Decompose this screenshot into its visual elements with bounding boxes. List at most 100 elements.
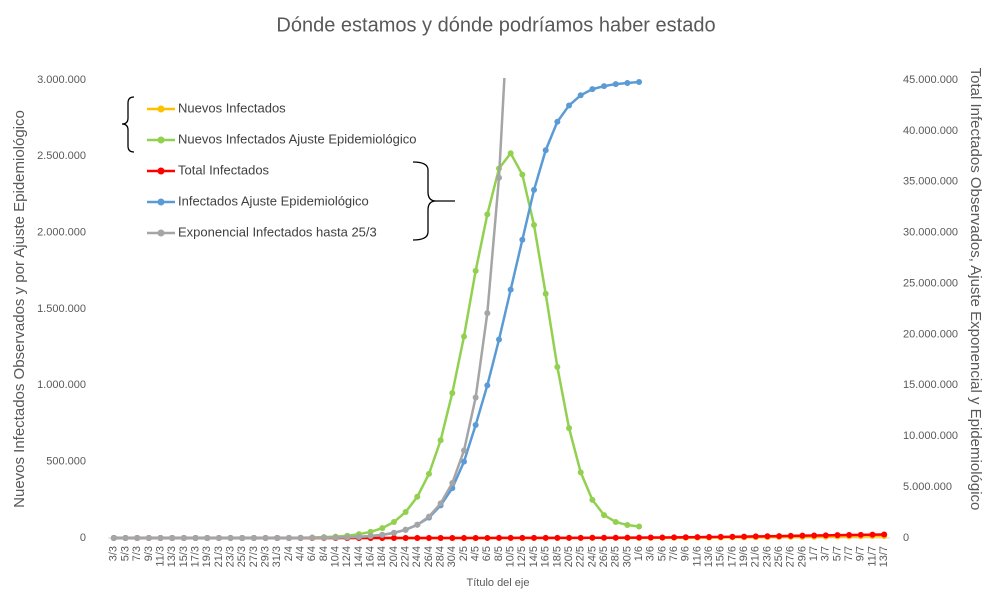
y-tick-label: 3.000.000 xyxy=(37,74,86,86)
data-point xyxy=(566,534,573,541)
x-tick-label: 16/4 xyxy=(365,546,377,567)
data-point xyxy=(682,534,689,541)
x-tick-label: 5/3 xyxy=(119,546,131,561)
x-tick-label: 15/6 xyxy=(715,546,727,567)
x-tick-label: 2/5 xyxy=(458,546,470,561)
x-tick-label: 18/4 xyxy=(376,546,388,567)
data-point xyxy=(180,534,187,541)
data-point xyxy=(542,147,549,154)
data-point xyxy=(612,81,619,88)
x-tick-label: 7/7 xyxy=(843,546,855,561)
data-point xyxy=(402,509,409,516)
data-point xyxy=(192,534,199,541)
x-tick-label: 22/4 xyxy=(400,546,412,567)
data-point xyxy=(636,523,643,530)
data-point xyxy=(332,534,339,541)
data-point xyxy=(425,470,432,477)
x-tick-label: 17/6 xyxy=(726,546,738,567)
legend-marker xyxy=(157,105,165,113)
data-point xyxy=(122,534,129,541)
data-point xyxy=(507,286,514,293)
x-tick-label: 4/4 xyxy=(294,546,306,561)
data-point xyxy=(881,531,888,538)
y-tick-label: 1.500.000 xyxy=(37,303,86,315)
x-tick-label: 29/3 xyxy=(259,546,271,567)
x-tick-label: 24/4 xyxy=(411,546,423,567)
data-point xyxy=(425,534,432,541)
data-point xyxy=(320,534,327,541)
data-point xyxy=(460,447,467,454)
data-point xyxy=(110,534,117,541)
data-point xyxy=(577,92,584,99)
data-point xyxy=(355,533,362,540)
y-tick-label: 0 xyxy=(80,532,86,544)
data-point xyxy=(822,532,829,539)
x-tick-label: 14/4 xyxy=(353,546,365,567)
y-tick-label: 500.000 xyxy=(46,456,86,468)
y2-tick-label: 45.000.000 xyxy=(903,74,958,86)
chart-title: Dónde estamos y dónde podríamos haber es… xyxy=(276,14,715,36)
y2-tick-label: 30.000.000 xyxy=(903,227,958,239)
data-point xyxy=(507,150,514,157)
data-point xyxy=(601,512,608,519)
x-tick-label: 28/4 xyxy=(435,546,447,567)
legend-brace xyxy=(412,161,455,241)
y-tick-label: 2.000.000 xyxy=(37,227,86,239)
data-point xyxy=(169,534,176,541)
data-point xyxy=(484,310,491,317)
data-point xyxy=(636,534,643,541)
data-point xyxy=(414,493,421,500)
data-point xyxy=(531,186,538,193)
x-axis-title: Título del eje xyxy=(467,577,530,589)
x-tick-label: 6/5 xyxy=(481,546,493,561)
series-line xyxy=(113,150,640,540)
data-point xyxy=(157,534,164,541)
x-tick-label: 9/7 xyxy=(855,546,867,561)
x-tick-label: 30/4 xyxy=(446,546,458,567)
data-point xyxy=(460,458,467,465)
data-point xyxy=(741,533,748,540)
data-point xyxy=(554,364,561,371)
data-point xyxy=(752,533,759,540)
data-point xyxy=(449,534,456,541)
x-tick-label: 10/4 xyxy=(330,546,342,567)
data-point xyxy=(204,534,211,541)
x-tick-label: 27/6 xyxy=(785,546,797,567)
x-tick-label: 10/5 xyxy=(505,546,517,567)
data-point xyxy=(250,534,257,541)
y2-tick-label: 15.000.000 xyxy=(903,379,958,391)
data-point xyxy=(542,290,549,297)
x-tick-label: 27/3 xyxy=(248,546,260,567)
x-tick-label: 12/5 xyxy=(516,546,528,567)
x-tick-label: 17/3 xyxy=(189,546,201,567)
data-point xyxy=(390,529,397,536)
data-point xyxy=(496,534,502,541)
data-point xyxy=(402,534,409,541)
data-point xyxy=(274,534,281,541)
series-layer xyxy=(110,78,888,541)
x-tick-label: 8/5 xyxy=(493,546,505,561)
data-point xyxy=(659,534,666,541)
x-tick-label: 23/6 xyxy=(761,546,773,567)
data-point xyxy=(799,532,806,539)
y-tick-label: 2.500.000 xyxy=(37,150,86,162)
y2-tick-label: 20.000.000 xyxy=(903,328,958,340)
x-tick-label: 31/3 xyxy=(271,546,283,567)
data-point xyxy=(554,534,561,541)
data-point xyxy=(134,534,141,541)
data-point xyxy=(519,534,526,541)
data-point xyxy=(671,534,678,541)
legend-marker xyxy=(157,229,165,237)
x-tick-label: 18/5 xyxy=(551,546,563,567)
data-point xyxy=(589,496,596,503)
data-point xyxy=(542,534,549,541)
data-point xyxy=(472,394,479,401)
x-tick-label: 1/6 xyxy=(633,546,645,561)
y2-tick-label: 35.000.000 xyxy=(903,176,958,188)
data-point xyxy=(636,79,643,86)
series-line xyxy=(113,80,640,540)
data-point xyxy=(531,534,538,541)
data-point xyxy=(566,425,573,432)
x-tick-label: 3/7 xyxy=(820,546,832,561)
y2-axis-title: Total Infectados Observados, Ajuste Expo… xyxy=(967,68,984,511)
